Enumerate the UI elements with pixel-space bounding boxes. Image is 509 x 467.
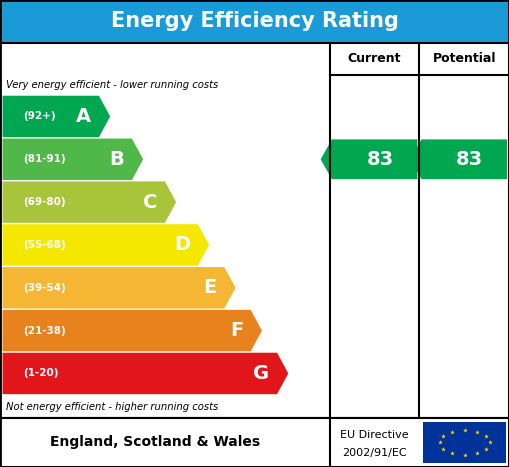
Text: England, Scotland & Wales: England, Scotland & Wales: [50, 436, 260, 449]
Text: Very energy efficient - lower running costs: Very energy efficient - lower running co…: [6, 80, 218, 90]
Bar: [0, 418, 509, 467]
Text: G: G: [253, 364, 269, 383]
Polygon shape: [3, 224, 209, 266]
Text: E: E: [204, 278, 217, 297]
Polygon shape: [3, 353, 288, 394]
Text: (21-38): (21-38): [23, 325, 66, 336]
Polygon shape: [321, 139, 417, 179]
Text: F: F: [230, 321, 243, 340]
Text: (92+): (92+): [23, 112, 55, 121]
Text: A: A: [76, 107, 91, 126]
Text: Potential: Potential: [433, 52, 496, 65]
Text: 83: 83: [456, 150, 484, 169]
Bar: [423, 422, 506, 463]
Text: (81-91): (81-91): [23, 154, 66, 164]
Text: EU Directive: EU Directive: [341, 430, 409, 440]
Polygon shape: [3, 181, 176, 223]
Text: (1-20): (1-20): [23, 368, 59, 378]
Text: 83: 83: [366, 150, 394, 169]
Text: (69-80): (69-80): [23, 197, 66, 207]
Polygon shape: [3, 139, 143, 180]
Text: Current: Current: [348, 52, 402, 65]
Polygon shape: [3, 267, 236, 309]
Polygon shape: [3, 310, 262, 351]
Text: (55-68): (55-68): [23, 240, 66, 250]
Text: D: D: [174, 235, 190, 255]
Text: (39-54): (39-54): [23, 283, 66, 293]
Text: Energy Efficiency Rating: Energy Efficiency Rating: [110, 12, 399, 31]
Polygon shape: [3, 96, 110, 137]
Bar: [0, 0, 509, 43]
Text: C: C: [143, 192, 157, 212]
Text: 2002/91/EC: 2002/91/EC: [343, 448, 407, 458]
Text: B: B: [109, 150, 124, 169]
Bar: [0, 43, 509, 418]
Polygon shape: [410, 139, 507, 179]
Text: Not energy efficient - higher running costs: Not energy efficient - higher running co…: [6, 402, 218, 412]
